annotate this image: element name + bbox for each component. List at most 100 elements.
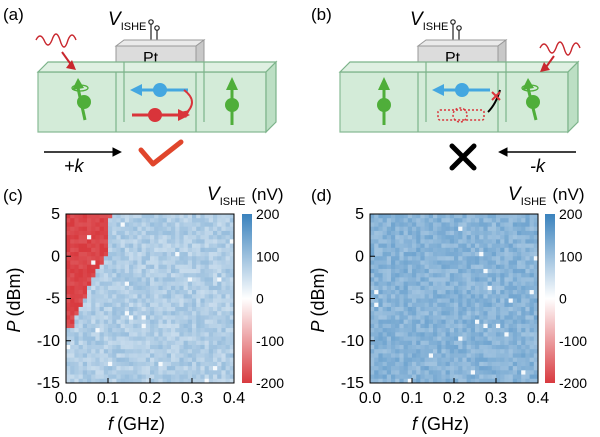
heatmap-c-cell xyxy=(192,357,197,363)
heatmap-d-cell xyxy=(424,260,430,266)
heatmap-d-cell xyxy=(395,302,400,308)
heatmap-c-cell xyxy=(120,264,126,270)
heatmap-c-cell xyxy=(137,222,142,228)
heatmap-d-cell xyxy=(370,315,375,321)
panel-b-cross-icon xyxy=(449,143,477,171)
heatmap-d-cell xyxy=(407,349,413,354)
heatmap-c-cell xyxy=(225,235,231,240)
heatmap-c-cell xyxy=(208,323,214,329)
heatmap-d-cell xyxy=(475,218,480,223)
heatmap-c-cell xyxy=(108,378,113,384)
heatmap-d-cell xyxy=(521,302,526,308)
heatmap-d-cell xyxy=(407,332,413,337)
heatmap-c-cell xyxy=(154,370,159,375)
heatmap-c-cell xyxy=(133,294,138,299)
heatmap-c-cell xyxy=(229,323,235,329)
heatmap-d-cell xyxy=(391,256,396,261)
heatmap-d-cell xyxy=(525,302,530,308)
heatmap-d-cell xyxy=(382,370,388,375)
heatmap-c-cell xyxy=(133,340,138,346)
heatmap-d-cell xyxy=(374,268,379,274)
heatmap-d-cell xyxy=(386,340,392,346)
heatmap-d-cell xyxy=(399,214,404,219)
heatmap-d-cell xyxy=(416,252,421,257)
heatmap-d-cell xyxy=(449,264,455,270)
heatmap-d-cell xyxy=(508,290,514,295)
heatmap-d-cell xyxy=(424,336,430,342)
heatmap-c-cell xyxy=(66,361,71,367)
heatmap-c-cell xyxy=(208,340,214,346)
heatmap-c-cell xyxy=(175,277,180,283)
heatmap-d-cell xyxy=(466,285,472,291)
heatmap-d-cell xyxy=(521,294,526,299)
heatmap-c-cell xyxy=(116,302,121,308)
heatmap-c-cell xyxy=(217,336,222,342)
heatmap-c-cell xyxy=(187,277,193,283)
heatmap-d-cell xyxy=(466,260,472,266)
heatmap-d-cell xyxy=(525,319,530,325)
heatmap-c-cell xyxy=(133,277,138,283)
heatmap-d-cell xyxy=(399,247,404,253)
heatmap-d-cell xyxy=(428,361,434,367)
heatmap-c-cell xyxy=(70,302,75,308)
heatmap-d-cell xyxy=(386,222,392,228)
heatmap-d-cell xyxy=(496,247,501,253)
heatmap-d-cell xyxy=(386,374,392,380)
heatmap-d-cell xyxy=(517,264,522,270)
heatmap-d-cell xyxy=(533,268,539,274)
heatmap-c-cell xyxy=(200,247,205,253)
heatmap-d-cell xyxy=(525,315,530,321)
heatmap-d-cell xyxy=(512,319,518,325)
heatmap-d-cell xyxy=(496,298,501,304)
heatmap-c-cell xyxy=(145,277,151,283)
heatmap-c-cell xyxy=(120,218,126,223)
heatmap-c-cell xyxy=(154,214,159,219)
heatmap-c-cell xyxy=(208,353,214,359)
heatmap-c-cell xyxy=(78,222,84,228)
heatmap-c-cell xyxy=(192,332,197,337)
heatmap-c-cell xyxy=(133,243,138,249)
heatmap-d-cell xyxy=(533,332,539,337)
heatmap-d-cell xyxy=(491,268,497,274)
heatmap-c-cell xyxy=(112,239,117,244)
heatmap-d-cell xyxy=(500,235,505,240)
heatmap-d-cell xyxy=(378,281,383,287)
heatmap-d-cell xyxy=(412,222,417,228)
heatmap-c-cell xyxy=(108,290,113,295)
heatmap-d-cell xyxy=(437,260,442,266)
heatmap-c-cell xyxy=(158,336,163,342)
heatmap-d-ytick-label: -10 xyxy=(341,333,364,350)
heatmap-d-cell xyxy=(441,290,446,295)
panel-b-spin-left-icon xyxy=(377,77,391,125)
heatmap-c-cell xyxy=(196,285,201,291)
heatmap-d-cell xyxy=(445,277,451,283)
heatmap-d-cell xyxy=(407,319,413,325)
heatmap-c-cell xyxy=(78,357,84,363)
heatmap-d-cells xyxy=(370,214,539,384)
heatmap-c-cell xyxy=(162,273,168,278)
heatmap-d-cell xyxy=(428,370,434,375)
heatmap-d-cell xyxy=(386,332,392,337)
panel-b-k-label: -k xyxy=(530,156,546,176)
heatmap-d-cell xyxy=(395,366,400,371)
heatmap-c-cell xyxy=(129,323,134,329)
heatmap-d-cell xyxy=(407,370,413,375)
heatmap-d-cell xyxy=(407,378,413,384)
heatmap-c-cell xyxy=(183,344,189,350)
heatmap-d-cell xyxy=(399,353,404,359)
heatmap-d-cell xyxy=(483,277,488,283)
heatmap-d-cell xyxy=(487,349,493,354)
heatmap-c-cell xyxy=(158,290,163,295)
heatmap-c-cell xyxy=(166,315,172,321)
heatmap-c-cell xyxy=(137,340,142,346)
heatmap-d-cell xyxy=(403,243,409,249)
heatmap-c-cell xyxy=(70,344,75,350)
heatmap-d-cell xyxy=(412,290,417,295)
heatmap-c-cell xyxy=(99,323,105,329)
heatmap-d-cell xyxy=(533,226,539,232)
heatmap-c-cell xyxy=(133,361,138,367)
heatmap-d-cell xyxy=(496,315,501,321)
heatmap-c-cell xyxy=(221,252,226,257)
heatmap-c-cell xyxy=(158,306,163,312)
heatmap-d-cell xyxy=(500,344,505,350)
